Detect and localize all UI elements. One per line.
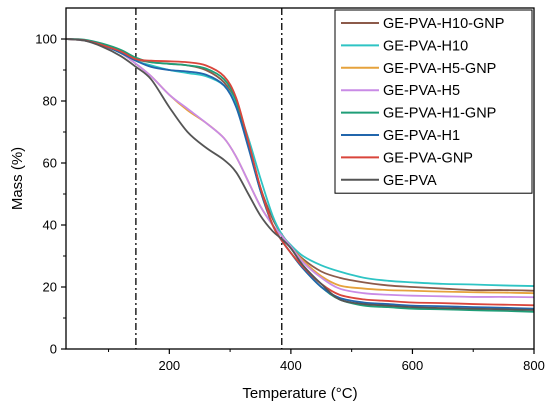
legend-label-ge-pva-h1: GE-PVA-H1 <box>383 128 460 144</box>
series-line-ge-pva <box>66 38 534 311</box>
y-tick-label-80: 80 <box>43 94 57 109</box>
series-line-ge-pva-h5 <box>66 38 534 299</box>
legend-label-ge-pva-h10: GE-PVA-H10 <box>383 38 468 54</box>
y-tick-label-40: 40 <box>43 218 57 233</box>
legend-label-ge-pva-h5-gnp: GE-PVA-H5-GNP <box>383 61 496 77</box>
series-line-ge-pva-gnp <box>66 38 534 307</box>
legend: GE-PVA-H10-GNP GE-PVA-H10 GE-PVA-H5-GNP GE-… <box>334 9 533 194</box>
plot-frame <box>65 7 535 350</box>
y-tick-label-0: 0 <box>50 342 57 357</box>
legend-label-ge-pva-gnp: GE-PVA-GNP <box>383 150 473 166</box>
x-axis-title: Temperature (°C) <box>242 385 357 402</box>
x-tick-label-800: 800 <box>523 358 545 373</box>
y-tick-label-20: 20 <box>43 280 57 295</box>
legend-label-ge-pva-h1-gnp: GE-PVA-H1-GNP <box>383 106 496 122</box>
legend-box <box>334 9 533 194</box>
axes: 200 400 600 800 0 20 40 60 80 100 <box>35 7 545 373</box>
x-tick-label-400: 400 <box>280 358 302 373</box>
plot-area <box>66 8 534 349</box>
x-tick-label-600: 600 <box>402 358 424 373</box>
legend-label-ge-pva-h10-gnp: GE-PVA-H10-GNP <box>383 16 504 32</box>
y-tick-label-100: 100 <box>35 32 57 47</box>
legend-label-ge-pva: GE-PVA <box>383 173 437 189</box>
x-tick-label-200: 200 <box>158 358 180 373</box>
y-tick-label-60: 60 <box>43 156 57 171</box>
legend-label-ge-pva-h5: GE-PVA-H5 <box>383 83 460 99</box>
y-axis-title: Mass (%) <box>9 147 26 210</box>
